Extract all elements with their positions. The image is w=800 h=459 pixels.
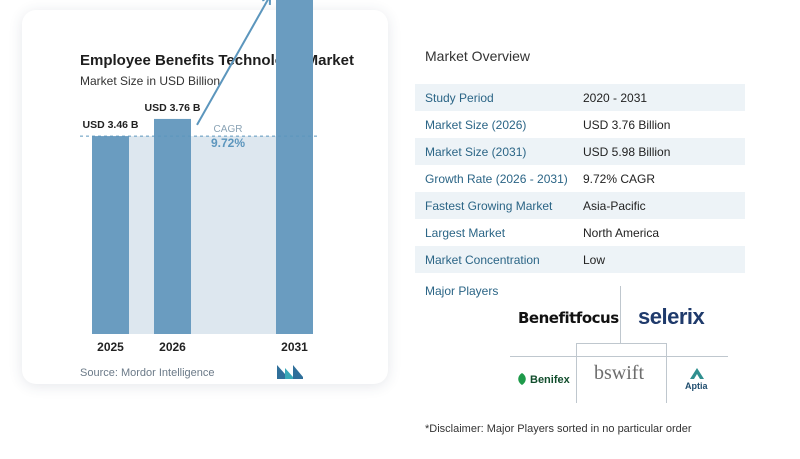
cagr-arrow-head xyxy=(261,0,271,5)
overview-row: Study Period 2020 - 2031 xyxy=(415,84,745,111)
overview-table: Study Period 2020 - 2031 Market Size (2026… xyxy=(415,84,745,273)
value-label: USD 3.76 B xyxy=(144,102,200,114)
cagr-value: 9.72% xyxy=(211,136,245,150)
players-divider xyxy=(620,286,621,343)
benifex-leaf-icon xyxy=(518,373,526,385)
overview-row-label: Market Size (2031) xyxy=(425,144,527,159)
players-divider xyxy=(666,343,667,403)
growth-band xyxy=(129,136,154,334)
overview-row: Market Concentration Low xyxy=(415,246,745,273)
overview-row: Largest Market North America xyxy=(415,219,745,246)
overview-row-value: USD 5.98 Billion xyxy=(583,144,671,159)
overview-row-label: Largest Market xyxy=(425,225,506,240)
overview-row: Market Size (2031) USD 5.98 Billion xyxy=(415,138,745,165)
players-divider xyxy=(576,343,666,344)
overview-row: Growth Rate (2026 - 2031) 9.72% CAGR xyxy=(415,165,745,192)
overview-row-label: Study Period xyxy=(425,90,494,105)
player-aptia: Aptia xyxy=(685,381,708,391)
overview-row-value: 9.72% CAGR xyxy=(583,171,656,186)
category-label: 2031 xyxy=(281,340,308,354)
growth-band xyxy=(191,136,276,334)
mordor-logo-icon xyxy=(277,365,303,379)
overview-row-value: 2020 - 2031 xyxy=(583,90,648,105)
disclaimer: *Disclaimer: Major Players sorted in no … xyxy=(425,423,692,435)
overview-row-value: Low xyxy=(583,252,606,267)
overview-row-value: USD 3.76 Billion xyxy=(583,117,671,132)
overview-row-label: Market Size (2026) xyxy=(425,117,527,132)
overview-row: Market Size (2026) USD 3.76 Billion xyxy=(415,111,745,138)
aptia-mark-icon xyxy=(690,368,704,379)
overview-title: Market Overview xyxy=(425,48,531,64)
category-label: 2025 xyxy=(97,340,124,354)
source-note: Source: Mordor Intelligence xyxy=(80,367,215,379)
player-benifex: Benifex xyxy=(530,374,570,386)
players-title: Major Players xyxy=(425,284,499,298)
player-bswift: bswift xyxy=(594,362,644,384)
value-label: USD 3.46 B xyxy=(82,119,138,131)
player-benefitfocus: Benefitfocus xyxy=(518,309,619,327)
category-label: 2026 xyxy=(159,340,186,354)
bar-2025 xyxy=(92,136,129,334)
overview-row-label: Market Concentration xyxy=(425,252,540,267)
cagr-label: CAGR xyxy=(214,124,243,135)
overview-row-value: Asia-Pacific xyxy=(583,198,646,213)
player-selerix: selerix xyxy=(638,304,705,329)
chart-subtitle: Market Size in USD Billion xyxy=(80,74,221,88)
overview-row-label: Fastest Growing Market xyxy=(425,198,553,213)
cagr-arrow xyxy=(196,0,269,126)
overview-row: Fastest Growing Market Asia-Pacific xyxy=(415,192,745,219)
bar-2026 xyxy=(154,118,191,334)
overview-row-value: North America xyxy=(583,225,660,240)
players-divider xyxy=(576,343,577,403)
players-divider xyxy=(510,356,728,357)
overview-row-label: Growth Rate (2026 - 2031) xyxy=(425,171,568,186)
bar-2031 xyxy=(276,0,313,334)
